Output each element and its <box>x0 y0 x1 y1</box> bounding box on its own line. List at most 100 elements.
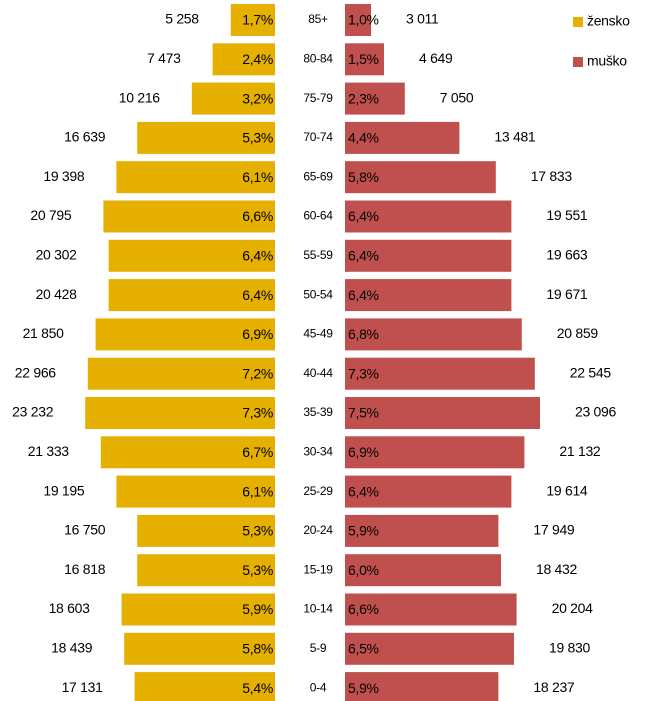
age-label: 30-34 <box>303 444 333 458</box>
age-label: 85+ <box>308 12 328 26</box>
value-label: 6,6% <box>348 601 379 617</box>
value-label: 4,4% <box>348 130 379 146</box>
value-label: 5,9% <box>348 680 379 696</box>
bar <box>124 632 275 665</box>
bar <box>137 514 275 547</box>
count-label: 10 216 <box>119 89 161 105</box>
value-label: 6,8% <box>348 326 379 342</box>
count-label: 16 639 <box>64 129 106 145</box>
value-label: 6,0% <box>348 562 379 578</box>
count-label: 19 614 <box>546 482 588 498</box>
value-label: 2,3% <box>348 90 379 106</box>
value-label: 5,8% <box>348 169 379 185</box>
bar <box>95 318 275 351</box>
count-label: 5 258 <box>165 11 199 27</box>
value-label: 1,7% <box>242 12 273 28</box>
age-label: 70-74 <box>303 130 333 144</box>
age-label: 20-24 <box>303 523 333 537</box>
bar <box>87 357 275 390</box>
value-label: 6,9% <box>348 444 379 460</box>
value-label: 5,9% <box>242 601 273 617</box>
count-label: 17 131 <box>62 679 104 695</box>
value-label: 6,4% <box>348 248 379 264</box>
value-label: 6,4% <box>242 287 273 303</box>
value-label: 7,5% <box>348 405 379 421</box>
bar <box>345 514 499 547</box>
count-label: 4 649 <box>419 50 453 66</box>
value-label: 3,2% <box>242 90 273 106</box>
value-label: 5,9% <box>348 523 379 539</box>
bar <box>345 200 512 233</box>
age-label: 10-14 <box>303 602 333 616</box>
legend-swatch <box>573 57 583 67</box>
age-label: 55-59 <box>303 248 333 262</box>
count-label: 19 195 <box>43 482 85 498</box>
bar <box>345 475 512 508</box>
value-label: 6,4% <box>348 483 379 499</box>
age-label: 60-64 <box>303 209 333 223</box>
value-label: 6,4% <box>348 287 379 303</box>
age-label: 5-9 <box>310 641 327 655</box>
value-label: 6,4% <box>242 248 273 264</box>
bar <box>137 121 275 154</box>
bar <box>85 397 275 429</box>
value-label: 6,4% <box>348 208 379 224</box>
bar <box>345 82 405 115</box>
legend-label: žensko <box>587 13 630 29</box>
count-label: 7 050 <box>440 89 474 105</box>
bar <box>121 593 275 626</box>
count-label: 13 481 <box>494 129 536 145</box>
bar <box>345 554 501 587</box>
age-label: 45-49 <box>303 327 333 341</box>
count-label: 20 795 <box>30 207 72 223</box>
value-label: 6,9% <box>242 326 273 342</box>
count-label: 21 132 <box>559 443 601 459</box>
bar <box>345 436 525 469</box>
age-label: 0-4 <box>310 680 327 694</box>
bar <box>137 554 275 587</box>
value-label: 6,7% <box>242 444 273 460</box>
bar <box>345 121 460 154</box>
value-label: 1,0% <box>348 12 379 28</box>
age-label: 35-39 <box>303 405 333 419</box>
age-label: 75-79 <box>303 91 333 105</box>
count-label: 21 333 <box>28 443 70 459</box>
bar <box>345 239 512 272</box>
bar <box>191 82 275 115</box>
value-label: 7,3% <box>348 365 379 381</box>
value-label: 1,5% <box>348 51 379 67</box>
count-label: 18 603 <box>49 600 91 616</box>
value-label: 7,2% <box>242 365 273 381</box>
count-label: 20 204 <box>552 600 594 616</box>
count-label: 17 949 <box>533 522 575 538</box>
bar <box>345 4 371 36</box>
value-label: 6,5% <box>348 641 379 657</box>
count-label: 18 237 <box>533 679 575 695</box>
count-label: 19 663 <box>546 247 588 263</box>
age-label: 15-19 <box>303 562 333 576</box>
bar <box>134 672 275 701</box>
count-label: 16 818 <box>64 561 106 577</box>
bar <box>230 4 275 36</box>
count-label: 23 232 <box>12 404 54 420</box>
bar <box>345 279 512 312</box>
bar <box>116 475 276 508</box>
value-label: 5,4% <box>242 680 273 696</box>
value-label: 6,1% <box>242 169 273 185</box>
age-label: 65-69 <box>303 169 333 183</box>
value-label: 5,3% <box>242 130 273 146</box>
bar <box>345 357 535 390</box>
count-label: 21 850 <box>23 325 65 341</box>
count-label: 22 966 <box>15 364 57 380</box>
bar <box>116 161 276 194</box>
value-label: 2,4% <box>242 51 273 67</box>
bar <box>345 43 384 76</box>
bar <box>108 239 275 272</box>
age-label: 25-29 <box>303 484 333 498</box>
count-label: 23 096 <box>575 404 617 420</box>
legend-swatch <box>573 17 583 27</box>
count-label: 19 398 <box>43 168 85 184</box>
count-label: 16 750 <box>64 522 106 538</box>
bar <box>345 318 522 351</box>
